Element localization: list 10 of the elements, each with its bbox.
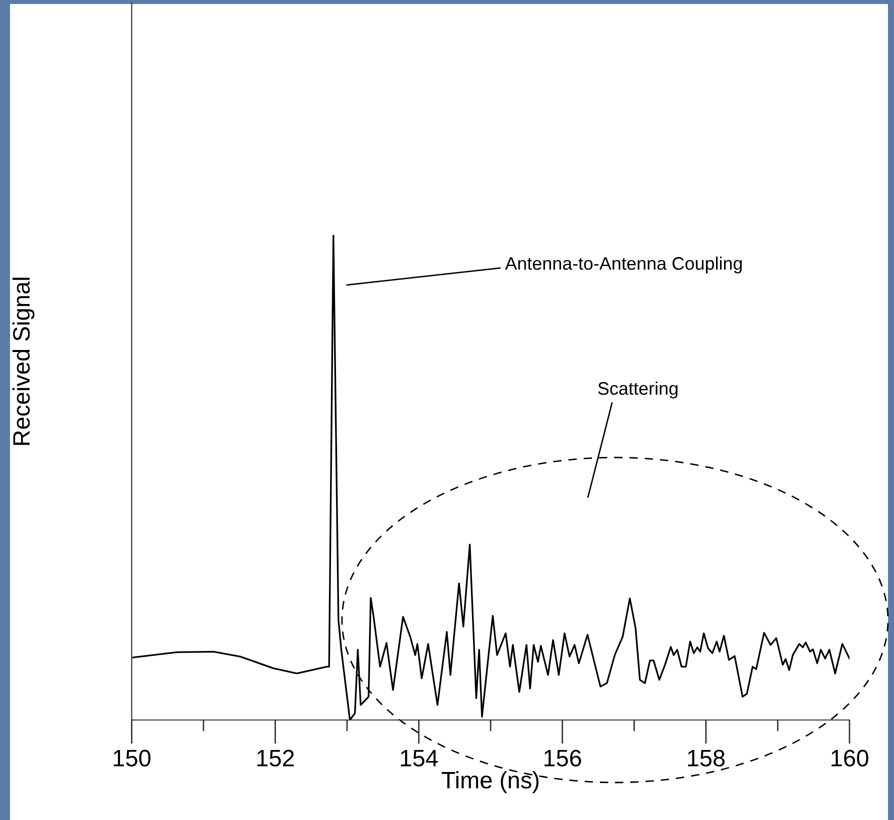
- x-tick-label: 158: [688, 750, 725, 767]
- x-axis-title: Time (ns): [442, 771, 539, 794]
- x-tick-label: 154: [400, 750, 438, 767]
- x-tick-label: 156: [544, 750, 582, 767]
- x-tick-label: 152: [257, 750, 294, 767]
- y-axis-title: Received Signal: [12, 278, 34, 445]
- x-tick-label: 160: [832, 750, 868, 767]
- annotation: Scattering: [598, 382, 678, 398]
- annotation: Antenna-to-Antenna Coupling: [505, 256, 742, 274]
- x-tick-label: 150: [114, 750, 150, 767]
